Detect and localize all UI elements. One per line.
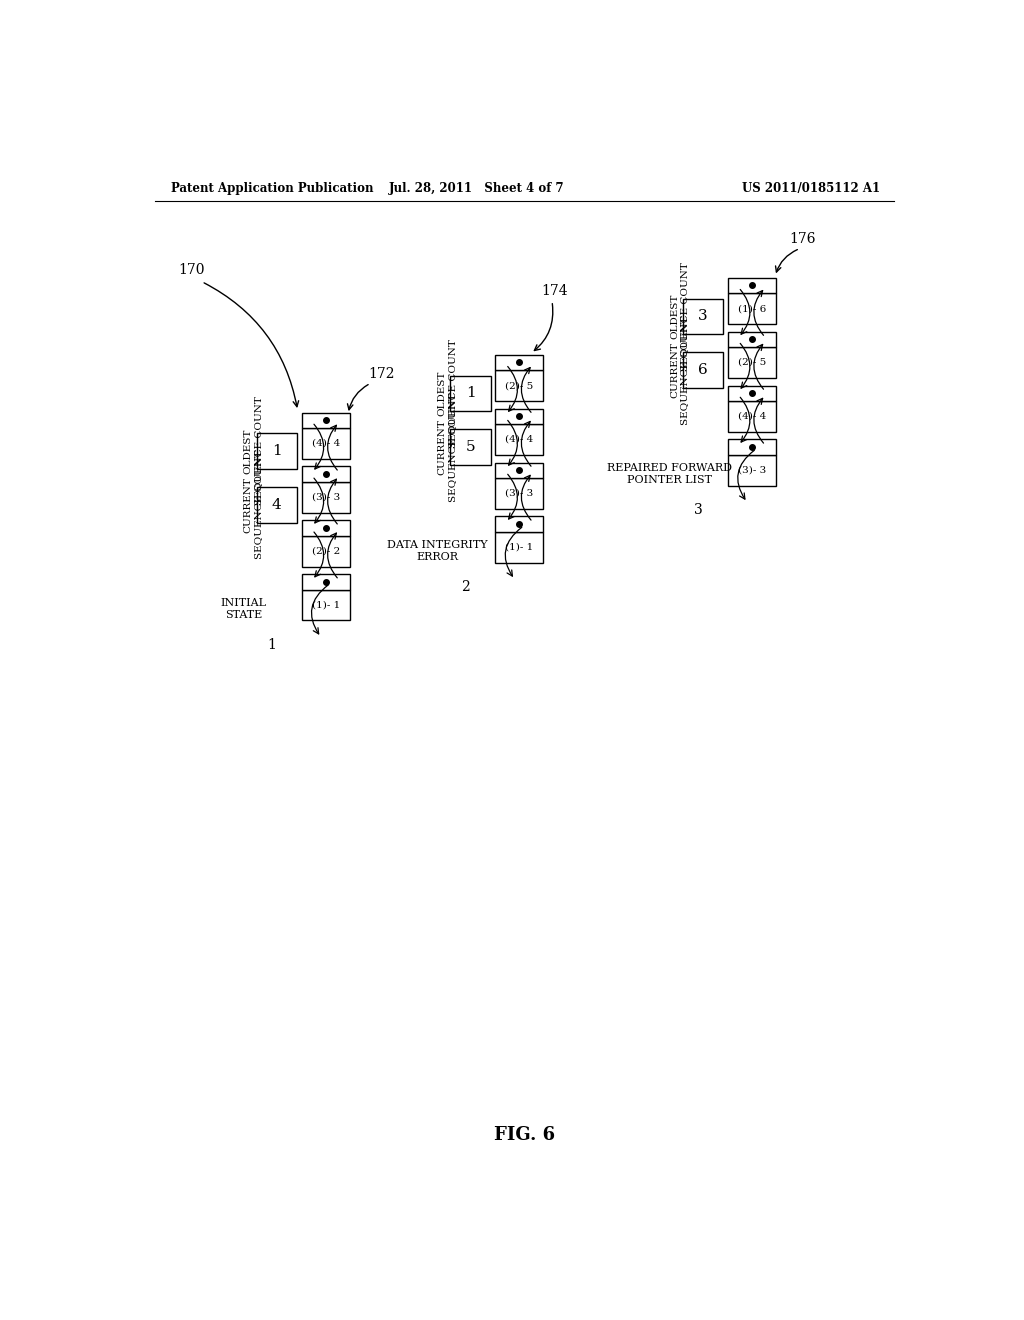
- Bar: [302, 428, 349, 459]
- Text: Patent Application Publication: Patent Application Publication: [171, 182, 373, 194]
- Text: CURRENT
SEQUENCE COUNT: CURRENT SEQUENCE COUNT: [244, 450, 263, 560]
- Text: (3)- 3: (3)- 3: [737, 466, 766, 475]
- Bar: [496, 532, 544, 562]
- Bar: [302, 536, 349, 566]
- Bar: [728, 347, 776, 378]
- Bar: [496, 355, 544, 370]
- Text: FIG. 6: FIG. 6: [495, 1126, 555, 1143]
- Text: 172: 172: [369, 367, 394, 381]
- Bar: [302, 574, 349, 590]
- Text: 174: 174: [541, 284, 567, 298]
- Bar: [683, 352, 723, 388]
- Bar: [728, 331, 776, 347]
- Text: 170: 170: [178, 263, 205, 277]
- Text: CURRENT
SEQUENCE COUNT: CURRENT SEQUENCE COUNT: [437, 393, 457, 502]
- Bar: [496, 462, 544, 478]
- Bar: [683, 298, 723, 334]
- Bar: [257, 487, 297, 523]
- Text: (4)- 4: (4)- 4: [311, 438, 340, 447]
- Text: (3)- 3: (3)- 3: [311, 492, 340, 502]
- Bar: [302, 466, 349, 482]
- Bar: [451, 375, 490, 411]
- Text: (1)- 1: (1)- 1: [505, 543, 534, 552]
- Text: 1: 1: [267, 638, 276, 652]
- Text: (2)- 5: (2)- 5: [505, 381, 534, 389]
- Text: (1)- 1: (1)- 1: [311, 601, 340, 610]
- Text: CURRENT
SEQUENCE COUNT: CURRENT SEQUENCE COUNT: [670, 315, 689, 425]
- Text: 5: 5: [466, 440, 475, 454]
- Text: OLDEST
SEQUENCE COUNT: OLDEST SEQUENCE COUNT: [670, 261, 689, 371]
- Bar: [728, 401, 776, 432]
- Text: 3: 3: [698, 309, 708, 323]
- Text: INITIAL
STATE: INITIAL STATE: [220, 598, 266, 619]
- Text: US 2011/0185112 A1: US 2011/0185112 A1: [741, 182, 880, 194]
- Text: (4)- 4: (4)- 4: [505, 436, 534, 444]
- Text: Jul. 28, 2011   Sheet 4 of 7: Jul. 28, 2011 Sheet 4 of 7: [389, 182, 564, 194]
- Text: REPAIRED FORWARD
POINTER LIST: REPAIRED FORWARD POINTER LIST: [607, 463, 732, 484]
- Bar: [496, 370, 544, 401]
- Text: OLDEST
SEQUENCE COUNT: OLDEST SEQUENCE COUNT: [244, 396, 263, 506]
- Bar: [257, 433, 297, 469]
- Text: 4: 4: [272, 498, 282, 512]
- Text: 1: 1: [272, 444, 282, 458]
- Bar: [496, 409, 544, 424]
- Text: 2: 2: [462, 581, 470, 594]
- Bar: [496, 424, 544, 455]
- Bar: [302, 590, 349, 620]
- Bar: [496, 478, 544, 508]
- Text: DATA INTEGRITY
ERROR: DATA INTEGRITY ERROR: [387, 540, 487, 562]
- Text: 3: 3: [694, 503, 702, 517]
- Bar: [451, 429, 490, 465]
- Bar: [728, 455, 776, 486]
- Text: 6: 6: [698, 363, 708, 378]
- Bar: [302, 520, 349, 536]
- Text: 1: 1: [466, 387, 475, 400]
- Text: 176: 176: [790, 232, 815, 246]
- Bar: [728, 277, 776, 293]
- Text: OLDEST
SEQUENCE COUNT: OLDEST SEQUENCE COUNT: [437, 339, 457, 447]
- Text: (2)- 2: (2)- 2: [311, 546, 340, 556]
- Bar: [496, 516, 544, 532]
- Text: (4)- 4: (4)- 4: [737, 412, 766, 421]
- Bar: [728, 440, 776, 455]
- Bar: [302, 482, 349, 512]
- Bar: [302, 413, 349, 428]
- Text: (3)- 3: (3)- 3: [505, 488, 534, 498]
- Text: (1)- 6: (1)- 6: [737, 304, 766, 313]
- Bar: [728, 385, 776, 401]
- Text: (2)- 5: (2)- 5: [737, 358, 766, 367]
- Bar: [728, 293, 776, 323]
